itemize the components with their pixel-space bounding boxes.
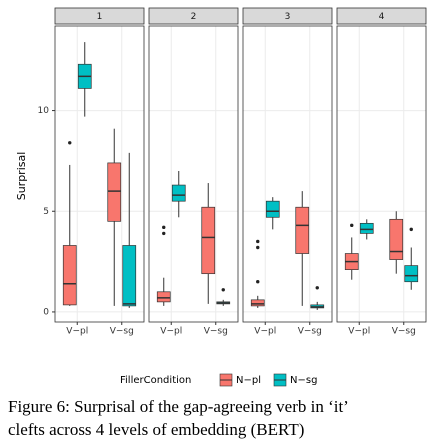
outlier <box>409 227 413 232</box>
panel <box>243 26 332 322</box>
box <box>122 245 137 307</box>
box <box>404 265 419 283</box>
box <box>62 245 77 306</box>
panel-border <box>54 25 145 323</box>
outlier <box>315 286 319 290</box>
panel-border <box>148 25 239 323</box>
outlier <box>256 239 260 244</box>
box <box>359 222 374 234</box>
outlier <box>162 225 166 230</box>
panel-border <box>242 25 333 323</box>
outlier <box>256 280 260 284</box>
strip <box>336 7 427 25</box>
box <box>265 200 280 218</box>
panel-title: 2 <box>191 12 197 22</box>
box <box>250 299 265 307</box>
outlier <box>68 141 72 145</box>
x-tick-label: V−pl <box>66 327 88 337</box>
outlier <box>350 223 354 228</box>
caption-line: Figure 6: Surprisal of the gap-agreeing … <box>8 397 349 416</box>
y-axis-label: Surprisal <box>15 152 28 201</box>
y-tick-label: 0 <box>43 307 49 317</box>
panel-title: 1 <box>97 12 103 22</box>
x-tick-label: V−sg <box>298 327 322 337</box>
x-tick-label: V−sg <box>392 327 416 337</box>
box <box>107 162 122 222</box>
panel-border <box>336 25 427 323</box>
outlier <box>256 245 260 250</box>
x-tick-label: V−sg <box>110 327 134 337</box>
y-tick-label: 5 <box>43 207 49 217</box>
strip <box>242 7 333 25</box>
box <box>156 291 171 303</box>
legend-label: N−sg <box>290 375 317 386</box>
y-tick-label: 10 <box>38 106 50 116</box>
panel <box>149 26 238 322</box>
caption-line: clefts across 4 levels of embedding (BER… <box>8 420 304 439</box>
panel-title: 4 <box>379 12 385 22</box>
x-tick-label: V−sg <box>204 327 228 337</box>
box <box>201 206 216 275</box>
x-tick-label: V−pl <box>348 327 370 337</box>
outlier <box>162 231 166 236</box>
box <box>389 218 404 260</box>
strip <box>148 7 239 25</box>
box <box>295 206 310 254</box>
legend-title: FillerCondition <box>120 375 191 386</box>
outlier <box>221 288 225 292</box>
x-tick-label: V−pl <box>160 327 182 337</box>
legend-label: N−pl <box>236 375 261 386</box>
panel-title: 3 <box>285 12 291 22</box>
x-tick-label: V−pl <box>254 327 276 337</box>
box <box>171 184 186 202</box>
strip <box>54 7 145 25</box>
